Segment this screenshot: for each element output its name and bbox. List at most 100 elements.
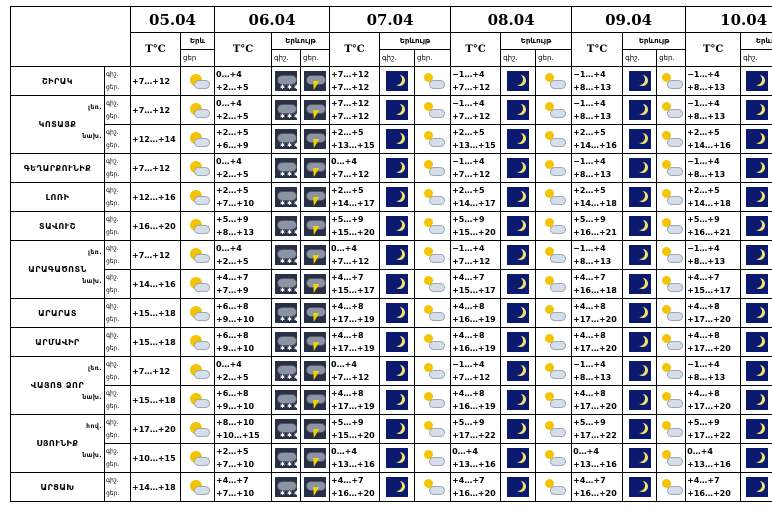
cloud-header: Երև — [179, 32, 216, 50]
sub-region-label: հով. — [86, 423, 102, 430]
day-icon-cell — [535, 153, 573, 183]
cloud-header: Երևույթ — [740, 32, 772, 50]
weather-icon-cell — [179, 443, 216, 473]
temp-cell: +5…+9 +8…+13 — [214, 211, 273, 241]
moon-icon — [628, 361, 651, 382]
moon-icon — [628, 158, 651, 179]
day-temp: +16…+20 — [573, 489, 617, 498]
moon-icon — [746, 100, 769, 121]
night-temp: 0…+4 — [573, 447, 599, 456]
partly-cloudy-icon — [660, 129, 684, 150]
temp-cell: +15…+18 — [130, 327, 181, 357]
night-temp: +4…+7 — [452, 476, 485, 485]
day-sub-header: ցեր. — [300, 49, 331, 67]
temp-cell: +6…+8 +9…+10 — [214, 298, 273, 328]
temp-cell: −1…+4 +7…+12 — [450, 153, 502, 183]
night-icon-cell: ✱ ✱ ✱ — [271, 472, 302, 502]
night-icon-cell — [500, 443, 537, 473]
moon-icon — [507, 187, 530, 208]
weather-icon-cell — [179, 240, 216, 270]
day-icon-cell — [414, 327, 452, 357]
day-temp: +7…+12 — [132, 76, 171, 86]
day-temp: +17…+20 — [573, 315, 617, 324]
table-row: գիշ. ցեր. +15…+18 +6…+8 +9…+10 ✱ ✱ ✱ +4…+8 +17…… — [11, 385, 772, 415]
snow-cloud-icon: ✱ ✱ ✱ — [275, 71, 299, 92]
weather-icon-cell — [179, 66, 216, 96]
day-temp: +9…+10 — [216, 315, 255, 324]
day-temp: +17…+19 — [331, 402, 375, 411]
moon-icon — [507, 158, 530, 179]
partly-cloudy-icon — [542, 187, 566, 208]
sun-cloud-icon — [186, 303, 210, 324]
day-icon-cell — [414, 356, 452, 386]
temp-cell: +7…+12 — [130, 356, 181, 386]
night-sub-header: գիշ. — [271, 49, 302, 67]
temp-cell: −1…+4 +8…+13 — [685, 66, 742, 96]
temp-cell: +4…+8 +17…+19 — [329, 327, 381, 357]
temp-cell: +2…+5 +14…+18 — [571, 182, 624, 212]
snow-cloud-icon: ✱ ✱ ✱ — [275, 390, 299, 411]
day-temp: +2…+5 — [216, 257, 249, 266]
moon-icon — [746, 448, 769, 469]
day-icon-cell — [414, 472, 452, 502]
sun-cloud-icon — [186, 361, 210, 382]
day-temp: +15…+20 — [331, 228, 375, 237]
night-label: գիշ. — [106, 419, 119, 426]
table-row: ՎԱՅՈՑ ՁՈՐ լեռ. նախ. գիշ. ցեր. +7…+12 0…+4 +2…+5… — [10, 356, 772, 415]
night-temp: +4…+7 — [687, 273, 720, 282]
moon-icon — [386, 419, 409, 440]
moon-icon — [628, 71, 651, 92]
time-labels: գիշ. ցեր. — [104, 66, 131, 96]
day-temp: +16…+19 — [452, 315, 496, 324]
day-temp: +7…+12 — [452, 170, 491, 179]
night-temp: +6…+8 — [216, 302, 249, 311]
night-temp: +5…+9 — [331, 215, 364, 224]
temp-cell: 0…+4 +7…+12 — [329, 240, 381, 270]
region-name: ՎԱՅՈՑ ՁՈՐ լեռ. նախ. — [10, 356, 105, 415]
region-name: ՇԻՐԱԿ — [10, 66, 105, 96]
day-temp: +7…+12 — [452, 112, 491, 121]
day-temp: +2…+5 — [216, 170, 249, 179]
moon-icon — [628, 187, 651, 208]
night-icon-cell — [622, 66, 658, 96]
sub-region-label: նախ. — [82, 452, 102, 459]
night-icon-cell: ✱ ✱ ✱ — [271, 95, 302, 125]
day-icon-cell — [535, 240, 573, 270]
day-temp: +7…+10 — [216, 199, 255, 208]
temp-cell: 0…+4 +7…+12 — [329, 356, 381, 386]
moon-icon — [628, 216, 651, 237]
cloud-header: Երևույթ — [379, 32, 452, 50]
day-label: ցեր. — [106, 432, 120, 439]
moon-icon — [628, 129, 651, 150]
night-temp: +5…+9 — [573, 215, 606, 224]
night-icon-cell — [622, 327, 658, 357]
moon-icon — [507, 390, 530, 411]
weather-icon-cell — [179, 211, 216, 241]
night-icon-cell — [500, 414, 537, 444]
night-icon-cell — [740, 414, 772, 444]
time-labels: գիշ. ցեր. — [104, 472, 131, 502]
day-temp: +17…+20 — [573, 344, 617, 353]
day-icon-cell — [414, 385, 452, 415]
sun-cloud-icon — [186, 448, 210, 469]
moon-icon — [507, 419, 530, 440]
day-temp: +16…+20 — [331, 489, 375, 498]
day-label: ցեր. — [106, 142, 120, 149]
night-icon-cell — [740, 66, 772, 96]
day-icon-cell — [414, 182, 452, 212]
moon-icon — [746, 216, 769, 237]
night-temp: −1…+4 — [452, 70, 485, 79]
partly-cloudy-icon — [421, 245, 445, 266]
sub-region-label: նախ. — [82, 394, 102, 401]
day-label: ցեր. — [106, 374, 120, 381]
partly-cloudy-icon — [542, 477, 566, 498]
sub-region-label: նախ. — [82, 278, 102, 285]
day-icon-cell — [535, 356, 573, 386]
night-icon-cell — [379, 327, 416, 357]
region-name: ՍՅՈՒՆԻՔ հով. նախ. — [10, 414, 105, 473]
sun-cloud-icon — [186, 100, 210, 121]
date-header: 10.04 — [685, 6, 772, 33]
night-icon-cell — [622, 356, 658, 386]
night-icon-cell — [379, 298, 416, 328]
moon-icon — [628, 100, 651, 121]
